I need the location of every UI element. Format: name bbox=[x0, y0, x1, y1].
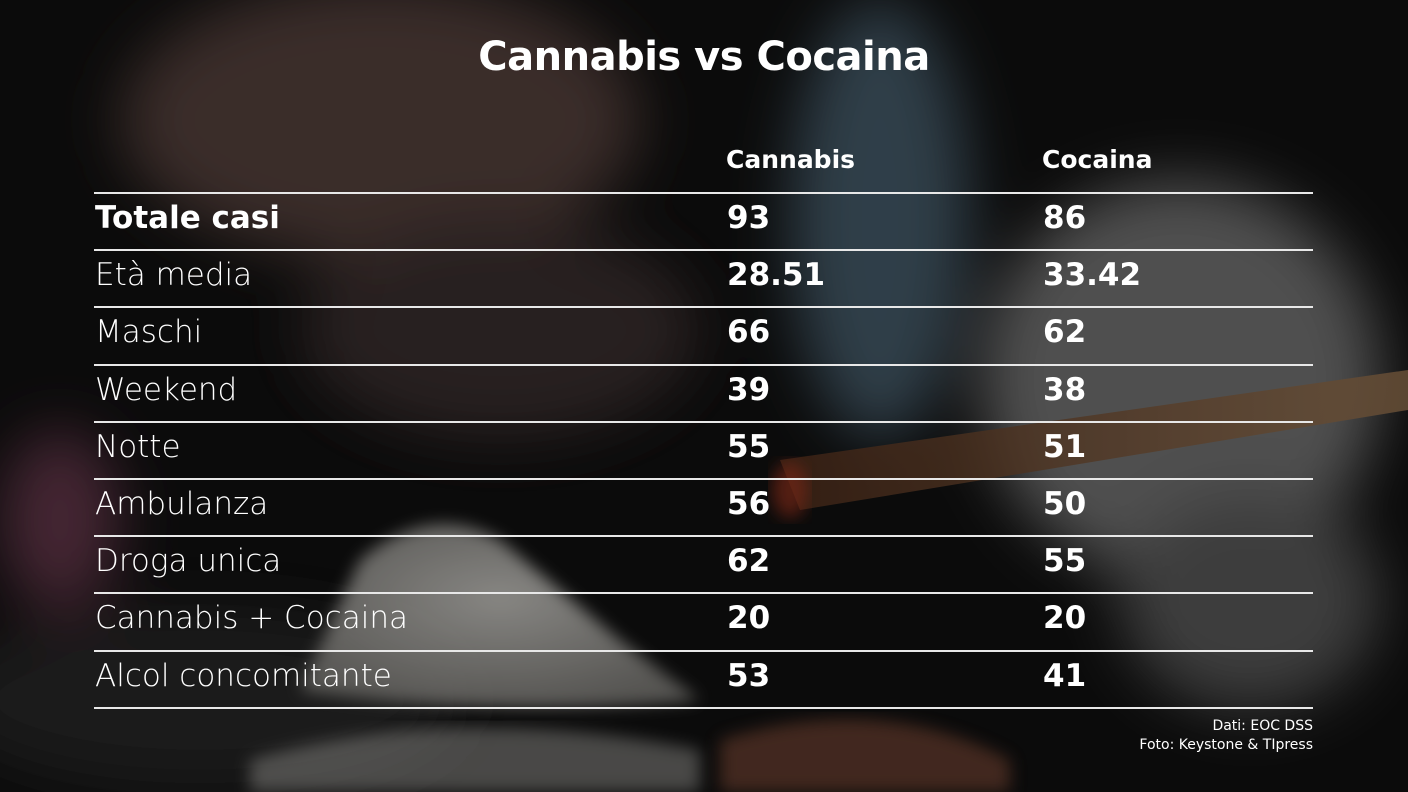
cell-value: 20 bbox=[727, 600, 771, 637]
cell-value: 41 bbox=[1043, 657, 1087, 694]
ember bbox=[772, 462, 808, 518]
row-divider bbox=[94, 363, 1313, 366]
row-divider bbox=[94, 420, 1313, 423]
cell-value: 51 bbox=[1043, 428, 1087, 465]
column-header: Cannabis bbox=[726, 145, 856, 174]
row-divider bbox=[94, 649, 1313, 652]
cell-value: 28.51 bbox=[727, 257, 826, 294]
row-label: Età media bbox=[95, 257, 253, 294]
source-note: Foto: Keystone & TIpress bbox=[1139, 737, 1313, 753]
row-label: Droga unica bbox=[95, 543, 282, 580]
cell-value: 20 bbox=[1043, 600, 1087, 637]
row-divider bbox=[94, 192, 1313, 194]
row-label: Notte bbox=[95, 428, 181, 465]
cell-value: 56 bbox=[727, 486, 771, 522]
column-header: Cocaina bbox=[1042, 145, 1153, 174]
cell-value: 93 bbox=[727, 200, 771, 236]
row-divider bbox=[94, 478, 1313, 480]
cell-value: 39 bbox=[727, 371, 771, 408]
row-label: Ambulanza bbox=[95, 486, 269, 522]
joint bbox=[780, 370, 1408, 510]
cell-value: 66 bbox=[727, 314, 771, 351]
cell-value: 86 bbox=[1043, 200, 1087, 236]
row-divider bbox=[94, 535, 1313, 538]
finger bbox=[720, 719, 1010, 792]
row-label: Weekend bbox=[95, 371, 238, 408]
row-label: Maschi bbox=[95, 314, 203, 351]
row-label: Totale casi bbox=[95, 200, 280, 236]
cell-value: 55 bbox=[727, 428, 771, 465]
cell-value: 62 bbox=[1043, 314, 1087, 351]
cell-value: 62 bbox=[727, 543, 771, 580]
title: Cannabis vs Cocaina bbox=[478, 34, 930, 80]
row-divider bbox=[94, 306, 1313, 309]
row-divider bbox=[94, 249, 1313, 252]
cell-value: 33.42 bbox=[1043, 257, 1142, 294]
source-note: Dati: EOC DSS bbox=[1212, 718, 1313, 734]
powder bbox=[300, 524, 700, 708]
powder-reflection bbox=[250, 727, 700, 792]
cell-value: 38 bbox=[1043, 371, 1087, 408]
cell-value: 55 bbox=[1043, 543, 1087, 580]
row-divider bbox=[94, 706, 1313, 709]
row-divider bbox=[94, 592, 1313, 595]
cell-value: 50 bbox=[1043, 486, 1087, 522]
row-label: Cannabis + Cocaina bbox=[95, 600, 408, 637]
row-label: Alcol concomitante bbox=[95, 657, 392, 694]
cell-value: 53 bbox=[727, 657, 771, 694]
